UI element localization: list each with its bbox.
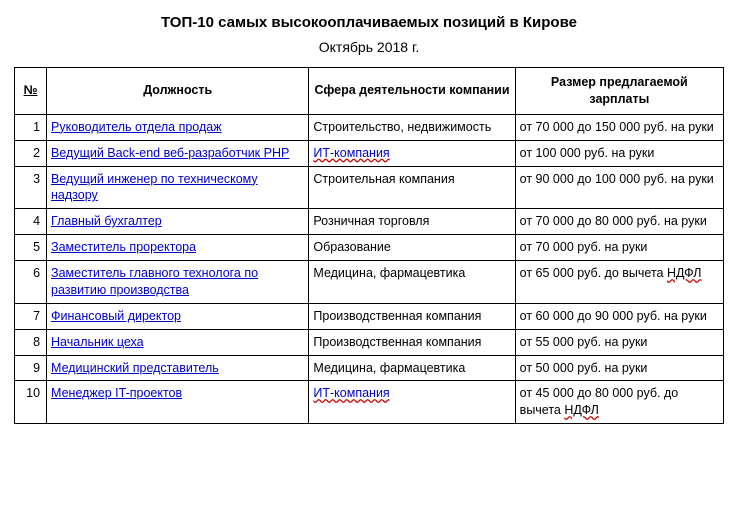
sphere-cell: Производственная компания bbox=[309, 329, 515, 355]
table-row: 1 Руководитель отдела продаж Строительство… bbox=[15, 114, 724, 140]
salary-cell: от 65 000 руб. до вычета НДФЛ bbox=[515, 261, 723, 304]
salary-table: № Должность Сфера деятельности компании … bbox=[14, 67, 724, 424]
spellcheck-word: НДФЛ bbox=[564, 403, 599, 417]
row-number: 2 bbox=[15, 140, 47, 166]
table-row: 5 Заместитель проректора Образованиеот 70 … bbox=[15, 235, 724, 261]
salary-cell: от 90 000 до 100 000 руб. на руки bbox=[515, 166, 723, 209]
sphere-cell: Производственная компания bbox=[309, 303, 515, 329]
row-number: 4 bbox=[15, 209, 47, 235]
sphere-cell: Строительство, недвижимость bbox=[309, 114, 515, 140]
position-link[interactable]: Заместитель проректора bbox=[51, 240, 196, 254]
table-row: 9 Медицинский представитель Медицина, фарм… bbox=[15, 355, 724, 381]
salary-cell: от 70 000 до 80 000 руб. на руки bbox=[515, 209, 723, 235]
row-number: 6 bbox=[15, 261, 47, 304]
salary-cell: от 70 000 до 150 000 руб. на руки bbox=[515, 114, 723, 140]
sphere-cell: Медицина, фармацевтика bbox=[309, 355, 515, 381]
position-link[interactable]: Заместитель главного технолога по развит… bbox=[51, 266, 258, 297]
salary-cell: от 60 000 до 90 000 руб. на руки bbox=[515, 303, 723, 329]
position-link[interactable]: Руководитель отдела продаж bbox=[51, 120, 222, 134]
table-row: 4 Главный бухгалтер Розничная торговляот 7… bbox=[15, 209, 724, 235]
salary-cell: от 70 000 руб. на руки bbox=[515, 235, 723, 261]
sphere-cell: ИТ-компания bbox=[309, 381, 515, 424]
col-salary: Размер предлагаемой зарплаты bbox=[515, 68, 723, 115]
position-cell: Начальник цеха bbox=[47, 329, 309, 355]
row-number: 3 bbox=[15, 166, 47, 209]
table-row: 7 Финансовый директор Производственная ком… bbox=[15, 303, 724, 329]
sphere-cell: Розничная торговля bbox=[309, 209, 515, 235]
table-row: 2 Ведущий Back-end веб-разработчик PHP ИТ-… bbox=[15, 140, 724, 166]
position-link[interactable]: Медицинский представитель bbox=[51, 361, 219, 375]
row-number: 9 bbox=[15, 355, 47, 381]
salary-cell: от 45 000 до 80 000 руб. до вычета НДФЛ bbox=[515, 381, 723, 424]
sphere-cell: ИТ-компания bbox=[309, 140, 515, 166]
position-cell: Менеджер IT-проектов bbox=[47, 381, 309, 424]
col-number: № bbox=[15, 68, 47, 115]
table-row: 6Заместитель главного технолога по разви… bbox=[15, 261, 724, 304]
sphere-link[interactable]: ИТ-компания bbox=[313, 386, 389, 400]
position-cell: Финансовый директор bbox=[47, 303, 309, 329]
page-subtitle: Октябрь 2018 г. bbox=[14, 39, 724, 55]
position-cell: Медицинский представитель bbox=[47, 355, 309, 381]
sphere-cell: Образование bbox=[309, 235, 515, 261]
row-number: 1 bbox=[15, 114, 47, 140]
position-cell: Ведущий инженер по техническому надзору bbox=[47, 166, 309, 209]
spellcheck-word: НДФЛ bbox=[667, 266, 702, 280]
position-cell: Заместитель проректора bbox=[47, 235, 309, 261]
salary-cell: от 50 000 руб. на руки bbox=[515, 355, 723, 381]
col-position: Должность bbox=[47, 68, 309, 115]
sphere-link[interactable]: ИТ-компания bbox=[313, 146, 389, 160]
position-link[interactable]: Главный бухгалтер bbox=[51, 214, 162, 228]
row-number: 10 bbox=[15, 381, 47, 424]
table-row: 8 Начальник цеха Производственная компания… bbox=[15, 329, 724, 355]
page-title: ТОП-10 самых высокооплачиваемых позиций … bbox=[14, 14, 724, 31]
salary-cell: от 100 000 руб. на руки bbox=[515, 140, 723, 166]
position-cell: Главный бухгалтер bbox=[47, 209, 309, 235]
row-number: 5 bbox=[15, 235, 47, 261]
col-sphere: Сфера деятельности компании bbox=[309, 68, 515, 115]
table-header-row: № Должность Сфера деятельности компании … bbox=[15, 68, 724, 115]
position-link[interactable]: Ведущий инженер по техническому надзору bbox=[51, 172, 258, 203]
salary-cell: от 55 000 руб. на руки bbox=[515, 329, 723, 355]
sphere-cell: Строительная компания bbox=[309, 166, 515, 209]
position-cell: Руководитель отдела продаж bbox=[47, 114, 309, 140]
table-row: 10 Менеджер IT-проектов ИТ-компания от 45 0… bbox=[15, 381, 724, 424]
row-number: 8 bbox=[15, 329, 47, 355]
position-cell: Ведущий Back-end веб-разработчик PHP bbox=[47, 140, 309, 166]
table-row: 3Ведущий инженер по техническому надзору… bbox=[15, 166, 724, 209]
position-link[interactable]: Финансовый директор bbox=[51, 309, 181, 323]
position-link[interactable]: Ведущий Back-end веб-разработчик PHP bbox=[51, 146, 289, 160]
position-cell: Заместитель главного технолога по развит… bbox=[47, 261, 309, 304]
position-link[interactable]: Начальник цеха bbox=[51, 335, 144, 349]
sphere-cell: Медицина, фармацевтика bbox=[309, 261, 515, 304]
position-link[interactable]: Менеджер IT-проектов bbox=[51, 386, 182, 400]
row-number: 7 bbox=[15, 303, 47, 329]
